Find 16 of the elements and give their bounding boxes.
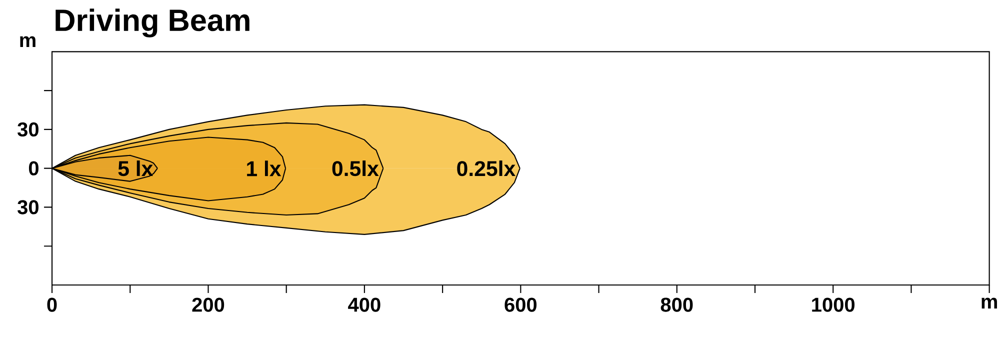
series-label: 0.5lx [332, 160, 379, 176]
y-tick-label: 0 [28, 161, 38, 176]
x-axis-title: m [982, 298, 997, 308]
chart-title: Driving Beam [56, 8, 250, 38]
y-axis-title: m [20, 36, 36, 47]
y-tick-label: 30 [18, 200, 38, 214]
y-tick-label: 30 [18, 122, 38, 137]
x-tick-label: 1000 [812, 298, 855, 312]
series-label: 1 lx [247, 160, 282, 176]
x-tick-label: 800 [660, 298, 693, 312]
x-tick-label: 400 [348, 298, 380, 312]
series-label: 0.25lx [457, 160, 516, 176]
x-tick-label: 0 [47, 298, 57, 312]
series-label: 5 lx [118, 160, 154, 176]
x-tick-label: 200 [192, 298, 224, 312]
x-tick-label: 600 [504, 298, 537, 312]
